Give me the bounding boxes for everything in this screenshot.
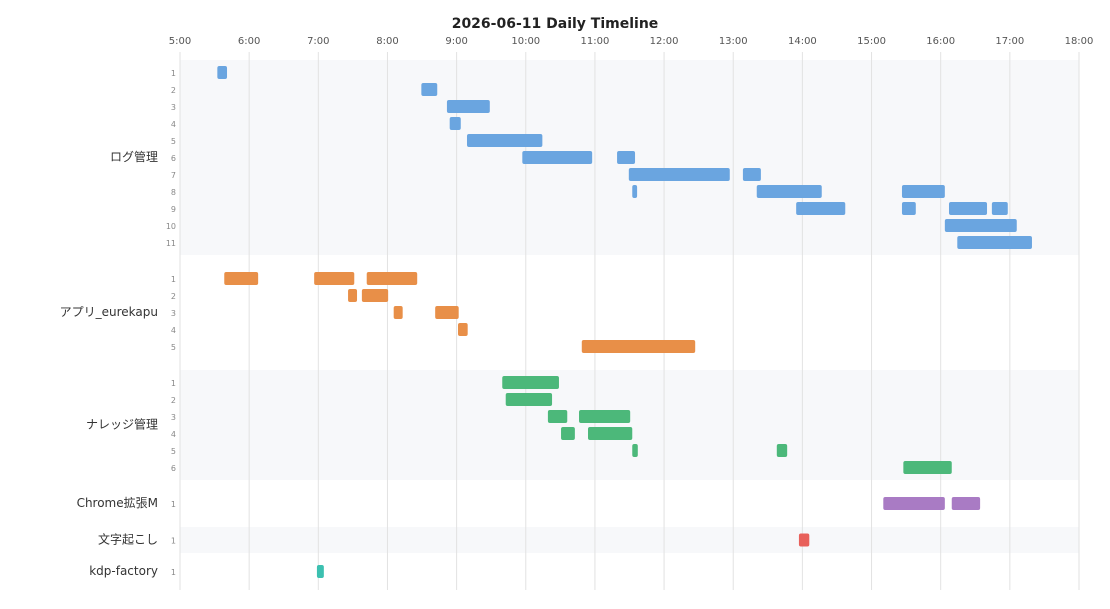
x-tick-label: 15:00 xyxy=(857,36,886,47)
bar xyxy=(522,151,593,164)
group-label: ログ管理 xyxy=(110,149,158,164)
x-tick-label: 17:00 xyxy=(995,36,1024,47)
bar xyxy=(314,272,355,285)
bar xyxy=(756,185,822,198)
lane-label: 9 xyxy=(171,205,176,214)
lane-label: 3 xyxy=(171,413,176,422)
bar xyxy=(951,497,981,510)
bar xyxy=(628,168,730,181)
bar xyxy=(903,461,952,474)
group-band xyxy=(180,527,1079,553)
bar xyxy=(457,323,468,336)
bar xyxy=(393,306,403,319)
bar xyxy=(617,151,636,164)
bar xyxy=(948,202,988,215)
lane-label: 1 xyxy=(171,275,176,284)
bar xyxy=(421,83,438,96)
bar xyxy=(632,185,638,198)
lane-label: 1 xyxy=(171,379,176,388)
x-tick-label: 16:00 xyxy=(926,36,955,47)
x-tick-label: 10:00 xyxy=(511,36,540,47)
bar xyxy=(581,340,696,353)
lane-label: 1 xyxy=(171,537,176,546)
x-tick-label: 9:00 xyxy=(445,36,467,47)
x-tick-label: 8:00 xyxy=(376,36,398,47)
lane-label: 1 xyxy=(171,500,176,509)
x-tick-label: 18:00 xyxy=(1065,36,1094,47)
bar xyxy=(449,117,461,130)
bar xyxy=(991,202,1008,215)
lane-label: 5 xyxy=(171,343,176,352)
bar xyxy=(901,185,945,198)
lane-label: 3 xyxy=(171,103,176,112)
lane-label: 3 xyxy=(171,309,176,318)
lane-label: 11 xyxy=(166,239,176,248)
lane-label: 6 xyxy=(171,464,176,473)
backgrounds xyxy=(180,60,1079,553)
x-tick-label: 12:00 xyxy=(650,36,679,47)
lane-label: 8 xyxy=(171,188,176,197)
bar xyxy=(742,168,761,181)
lane-label: 5 xyxy=(171,137,176,146)
bar xyxy=(217,66,228,79)
group-label: Chrome拡張M xyxy=(77,496,158,510)
group-label: kdp-factory xyxy=(89,564,158,578)
bar xyxy=(579,410,631,423)
bar xyxy=(547,410,568,423)
lane-label: 10 xyxy=(166,222,176,231)
lane-label: 6 xyxy=(171,154,176,163)
bar xyxy=(435,306,459,319)
bar xyxy=(798,533,810,547)
bar xyxy=(796,202,846,215)
lane-label: 7 xyxy=(171,171,176,180)
bar xyxy=(466,134,543,147)
lane-label: 4 xyxy=(171,326,176,335)
bar xyxy=(944,219,1017,232)
lane-label: 2 xyxy=(171,86,176,95)
bar xyxy=(502,376,559,389)
lane-label: 2 xyxy=(171,396,176,405)
group-label: アプリ_eurekapu xyxy=(60,305,158,319)
group-label: ナレッジ管理 xyxy=(86,417,158,432)
bar xyxy=(901,202,916,215)
x-tick-label: 5:00 xyxy=(169,36,191,47)
group-label: 文字起こし xyxy=(98,532,158,547)
x-tick-label: 7:00 xyxy=(307,36,329,47)
bar xyxy=(366,272,418,285)
bar xyxy=(224,272,259,285)
bar xyxy=(561,427,575,440)
bar xyxy=(505,393,553,406)
bar xyxy=(361,289,389,302)
bar xyxy=(883,497,945,510)
bar xyxy=(632,444,638,457)
lane-label: 4 xyxy=(171,430,176,439)
bar xyxy=(446,100,490,113)
lane-label: 5 xyxy=(171,447,176,456)
bar xyxy=(776,444,788,457)
x-tick-label: 13:00 xyxy=(719,36,748,47)
x-tick-label: 6:00 xyxy=(238,36,260,47)
lane-label: 4 xyxy=(171,120,176,129)
bar xyxy=(588,427,633,440)
bar xyxy=(316,565,324,578)
x-tick-label: 14:00 xyxy=(788,36,817,47)
bar xyxy=(348,289,358,302)
x-tick-label: 11:00 xyxy=(581,36,610,47)
chart-title: 2026-06-11 Daily Timeline xyxy=(452,16,659,32)
lane-label: 2 xyxy=(171,292,176,301)
lane-label: 1 xyxy=(171,568,176,577)
bar xyxy=(957,236,1032,249)
lane-label: 1 xyxy=(171,69,176,78)
